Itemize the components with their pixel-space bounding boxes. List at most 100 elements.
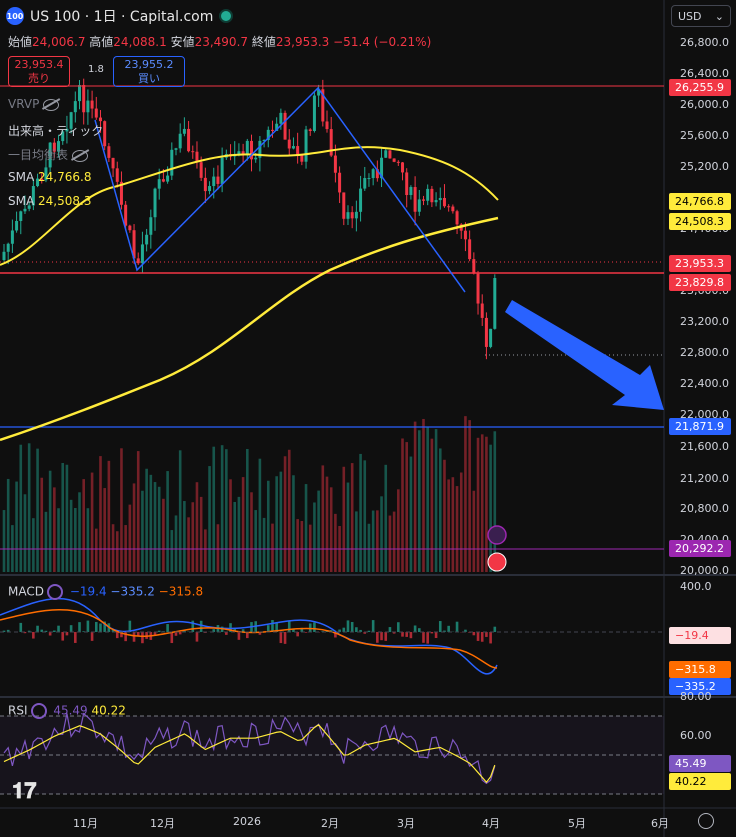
macd-label-signal: −315.8 xyxy=(669,661,731,678)
price-tick: 23,200.0 xyxy=(680,315,729,328)
time-tick: 11月 xyxy=(73,817,98,830)
macd-bar xyxy=(170,632,174,644)
volume-bar xyxy=(229,479,232,572)
candle-body xyxy=(417,199,421,212)
event-bolt-icon xyxy=(487,525,507,545)
candle-body xyxy=(279,112,283,124)
macd-bar xyxy=(367,630,371,632)
candle-body xyxy=(430,188,434,203)
macd-bar xyxy=(275,622,278,632)
macd-bar xyxy=(69,625,73,632)
indicator-sma1[interactable]: SMA 24,766.8 xyxy=(8,170,92,184)
volume-bar xyxy=(388,515,392,572)
candle-body xyxy=(392,158,396,162)
candle-body xyxy=(61,131,65,142)
indicator-ichimoku[interactable]: 一目均衡表 xyxy=(8,146,88,163)
volume-bar xyxy=(69,499,73,572)
indicator-vrvp[interactable]: VRVP xyxy=(8,97,60,111)
candle-body xyxy=(333,155,337,173)
candle-body xyxy=(342,192,346,219)
volume-bar xyxy=(90,472,94,572)
macd-bar xyxy=(342,627,346,632)
candle-body xyxy=(98,117,102,122)
candle-body xyxy=(174,148,178,150)
volume-bar xyxy=(350,463,354,572)
price-label-purple: 20,292.2 xyxy=(669,540,731,557)
rsi-tick: 80.00 xyxy=(680,690,712,703)
macd-bar xyxy=(136,632,140,636)
macd-bar xyxy=(434,632,438,639)
volume-bar xyxy=(493,431,497,572)
candle-body xyxy=(380,157,384,179)
price-label-sma2: 24,508.3 xyxy=(669,213,731,230)
macd-line xyxy=(0,597,498,675)
macd-bar xyxy=(74,632,77,643)
indicator-volume[interactable]: 出来高・ティック xyxy=(8,124,104,138)
macd-bar xyxy=(480,632,484,642)
candle-body xyxy=(15,221,19,231)
candle-body xyxy=(31,186,35,206)
buy-button[interactable]: 23,955.2 買い xyxy=(113,56,185,87)
chevron-down-icon: ⌄ xyxy=(714,9,724,23)
candle-body xyxy=(472,259,476,274)
volume-bar xyxy=(447,479,450,572)
volume-bar xyxy=(455,486,459,572)
volume-bar xyxy=(262,517,266,572)
macd-bar xyxy=(19,622,23,632)
volume-bar xyxy=(86,508,90,572)
candle-body xyxy=(308,129,312,131)
volume-bar xyxy=(443,459,446,572)
candle-body xyxy=(258,140,262,158)
candle-body xyxy=(103,121,107,147)
indicator-sma2[interactable]: SMA 24,508.3 xyxy=(8,194,92,208)
eye-hidden-icon[interactable] xyxy=(71,149,88,162)
volume-bar xyxy=(212,446,216,572)
volume-bar xyxy=(103,488,106,572)
candle-body xyxy=(65,128,69,132)
candle-body xyxy=(262,139,266,141)
macd-bar xyxy=(258,632,262,635)
macd-bar xyxy=(2,630,6,632)
candle-body xyxy=(426,188,430,201)
time-tick: 4月 xyxy=(482,817,500,830)
sell-button[interactable]: 23,953.4 売り xyxy=(8,56,70,87)
eye-hidden-icon[interactable] xyxy=(43,98,60,111)
volume-bar xyxy=(191,502,195,572)
candle-body xyxy=(27,205,31,209)
symbol-header[interactable]: 100 US 100 · 1日 · Capital.com xyxy=(6,6,234,26)
volume-bar xyxy=(376,510,379,572)
macd-bar xyxy=(36,625,39,632)
volume-bar xyxy=(334,513,337,572)
candle-body xyxy=(463,230,467,240)
indicator-rsi[interactable]: RSI 45.49 40.22 xyxy=(8,703,126,719)
macd-bar xyxy=(246,632,249,639)
macd-bar xyxy=(157,630,161,632)
price-tick: 25,600.0 xyxy=(680,129,729,142)
candle-body xyxy=(438,197,442,201)
volume-bar xyxy=(170,530,174,572)
macd-bar xyxy=(78,622,81,632)
candle-body xyxy=(447,206,451,208)
indicator-macd[interactable]: MACD −19.4 −335.2 −315.8 xyxy=(8,584,204,600)
candle-body xyxy=(48,142,52,168)
candle-body xyxy=(296,146,300,156)
candle-body xyxy=(396,161,400,163)
candle-body xyxy=(480,303,484,318)
volume-bar xyxy=(111,524,115,572)
candle-body xyxy=(371,169,375,179)
symbol-title[interactable]: US 100 · 1日 · Capital.com xyxy=(30,9,214,25)
macd-bar xyxy=(237,632,241,640)
macd-bar xyxy=(334,632,337,638)
macd-bar xyxy=(124,632,127,642)
currency-select[interactable]: USD ⌄ xyxy=(671,5,731,27)
candle-body xyxy=(317,89,321,96)
volume-bar xyxy=(296,519,299,572)
candle-body xyxy=(287,139,291,149)
candle-body xyxy=(111,157,115,169)
settings-gear-icon[interactable] xyxy=(698,813,714,829)
rsi-tick: 60.00 xyxy=(680,729,712,742)
macd-bar xyxy=(115,632,119,639)
macd-bar xyxy=(212,629,216,632)
volume-bar xyxy=(266,480,270,572)
